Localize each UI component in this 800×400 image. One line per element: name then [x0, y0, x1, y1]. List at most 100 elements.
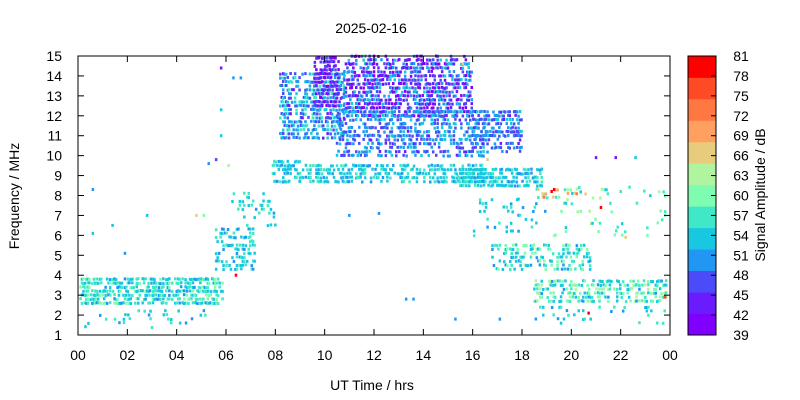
signal-point: [643, 189, 646, 193]
signal-point: [368, 74, 371, 77]
signal-point: [556, 188, 559, 192]
signal-point: [418, 110, 422, 114]
signal-point: [235, 227, 239, 231]
signal-point: [285, 72, 288, 76]
signal-point: [390, 126, 394, 130]
signal-point: [343, 172, 346, 176]
signal-point: [624, 300, 628, 304]
signal-point: [443, 172, 447, 176]
signal-point: [616, 295, 619, 299]
signal-point: [243, 203, 246, 207]
signal-point: [151, 281, 155, 285]
signal-point: [329, 132, 332, 136]
signal-point: [515, 176, 518, 180]
signal-point: [340, 121, 343, 125]
signal-point: [335, 164, 339, 168]
signal-point: [307, 136, 310, 140]
signal-point: [482, 172, 486, 176]
signal-point: [487, 134, 491, 137]
signal-point: [95, 293, 98, 297]
signal-point: [560, 267, 564, 271]
signal-point: [108, 281, 112, 285]
signal-point: [657, 190, 661, 194]
y-tick-label: 15: [46, 48, 62, 64]
signal-point: [190, 317, 194, 321]
signal-point: [653, 291, 656, 295]
signal-point: [433, 98, 436, 102]
signal-point: [235, 264, 239, 267]
signal-point: [475, 133, 479, 137]
signal-point: [331, 88, 334, 92]
signal-point: [383, 168, 386, 171]
signal-point: [507, 209, 510, 213]
signal-point: [355, 74, 358, 78]
signal-point: [335, 108, 338, 112]
signal-point: [454, 126, 457, 130]
signal-point: [378, 150, 382, 153]
signal-point: [448, 122, 451, 126]
signal-point: [662, 190, 665, 194]
signal-point: [664, 283, 668, 287]
signal-point: [449, 106, 453, 110]
signal-point: [251, 240, 255, 243]
signal-point: [322, 176, 325, 180]
signal-point: [463, 86, 466, 90]
signal-point: [468, 184, 471, 188]
signal-point: [656, 280, 659, 284]
chart-title: 2025-02-16: [335, 20, 407, 36]
signal-point: [206, 286, 209, 290]
signal-point: [184, 321, 188, 325]
signal-point: [423, 106, 426, 110]
signal-point: [650, 291, 653, 295]
signal-point: [589, 317, 592, 321]
signal-point: [362, 122, 365, 126]
signal-point: [523, 263, 527, 267]
signal-point: [517, 142, 520, 145]
signal-point: [168, 286, 171, 290]
signal-point: [645, 309, 649, 313]
signal-point: [350, 126, 354, 129]
signal-point: [466, 94, 469, 98]
signal-point: [269, 207, 273, 211]
signal-point: [641, 283, 644, 287]
signal-point: [536, 168, 539, 172]
signal-point: [282, 112, 285, 116]
signal-point: [384, 149, 388, 153]
signal-point: [375, 98, 379, 102]
signal-point: [442, 94, 445, 98]
signal-point: [598, 291, 601, 295]
signal-point: [479, 171, 483, 175]
signal-point: [304, 136, 307, 139]
signal-point: [194, 301, 198, 305]
signal-point: [466, 171, 469, 175]
signal-point: [335, 80, 338, 84]
signal-point: [219, 289, 223, 293]
signal-point: [253, 216, 256, 220]
signal-point: [406, 106, 410, 110]
signal-point: [312, 164, 315, 168]
signal-point: [568, 300, 572, 303]
signal-point: [315, 172, 318, 175]
signal-point: [114, 298, 118, 301]
signal-point: [500, 167, 504, 171]
signal-point: [286, 167, 289, 171]
signal-point: [657, 299, 660, 303]
signal-point: [380, 58, 383, 62]
signal-point: [380, 110, 383, 114]
signal-point: [392, 90, 395, 94]
signal-point: [503, 260, 506, 264]
signal-point: [154, 289, 158, 293]
signal-point: [166, 297, 170, 301]
signal-point: [490, 198, 494, 202]
signal-point: [372, 78, 376, 82]
y-tick-label: 3: [54, 287, 62, 303]
signal-point: [600, 187, 604, 191]
signal-point: [342, 84, 346, 88]
signal-point: [442, 74, 445, 78]
signal-point: [509, 141, 513, 145]
signal-point: [153, 286, 156, 290]
signal-point: [213, 285, 217, 289]
colorbar-band: [688, 163, 716, 186]
signal-point: [458, 110, 462, 114]
signal-point: [479, 163, 482, 167]
